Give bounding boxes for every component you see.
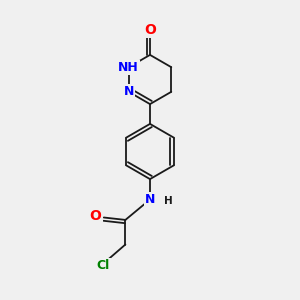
Text: N: N bbox=[145, 193, 155, 206]
Text: H: H bbox=[164, 196, 173, 206]
Text: O: O bbox=[89, 209, 101, 223]
Text: N: N bbox=[124, 85, 134, 98]
Text: NH: NH bbox=[118, 61, 139, 74]
Text: O: O bbox=[144, 23, 156, 37]
Text: Cl: Cl bbox=[96, 259, 110, 272]
